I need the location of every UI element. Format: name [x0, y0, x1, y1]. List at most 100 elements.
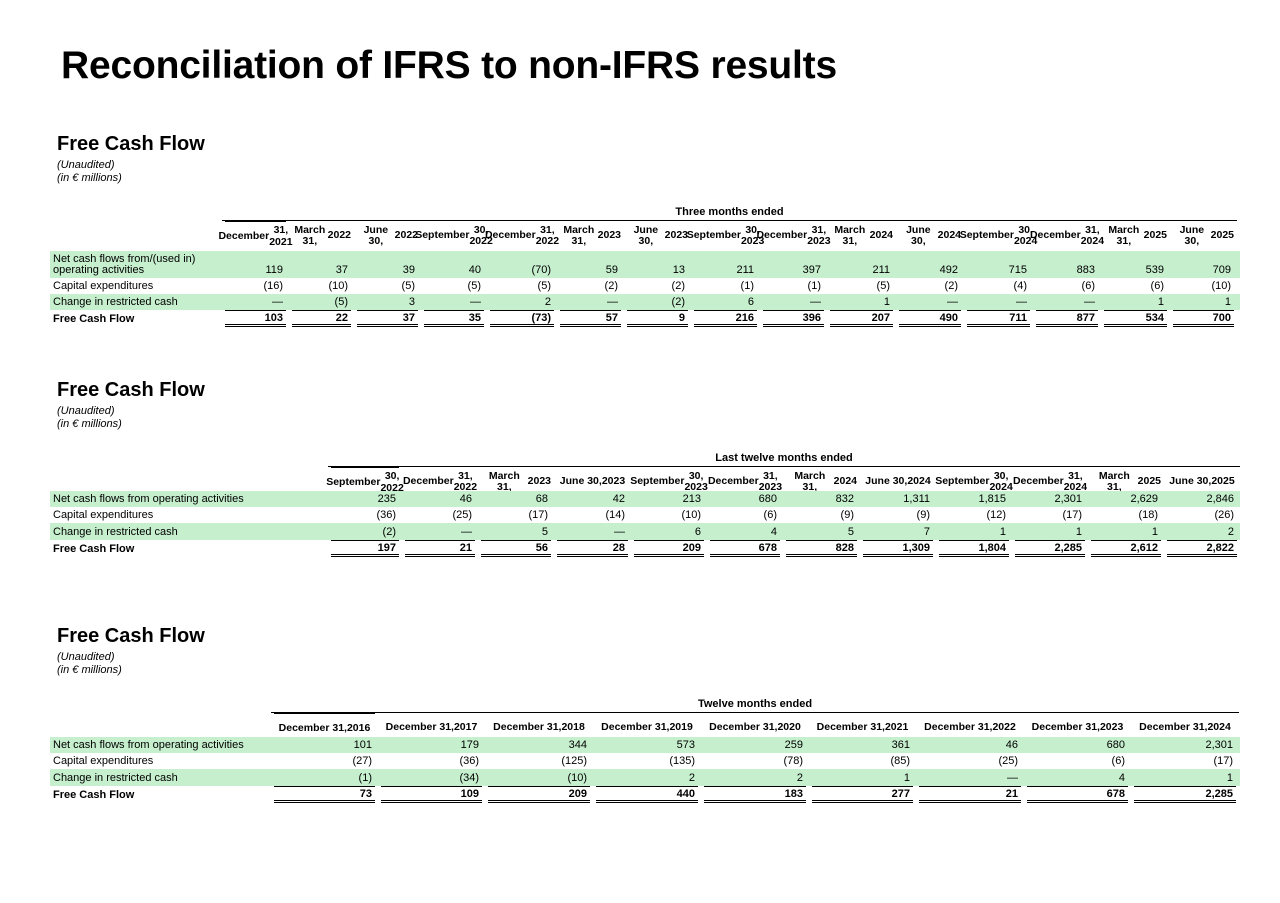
value-cell: 37 — [357, 310, 418, 327]
value-cell: 209 — [488, 786, 590, 803]
value-cell: 715 — [1008, 264, 1027, 276]
column-header: June 30, 2023 — [627, 221, 688, 251]
column-header-line: March 31, — [1098, 469, 1130, 493]
column-header-line: June 30, — [1179, 223, 1205, 247]
column-header-line: 31, 2023 — [807, 223, 831, 247]
value-cell: 59 — [605, 264, 618, 276]
value-cell: 397 — [802, 264, 821, 276]
value-cell: 680 — [1106, 739, 1125, 751]
column-header: March 31, 2024 — [830, 221, 893, 251]
value-cell: 28 — [557, 540, 628, 557]
value-cell: 2,301 — [1205, 739, 1233, 751]
value-cell: (10) — [567, 771, 587, 784]
column-header-line: 2016 — [346, 721, 371, 734]
column-header-line: September — [630, 475, 685, 488]
column-header: December 31, 2024 — [1134, 713, 1236, 743]
value-cell: 2,612 — [1091, 540, 1161, 557]
row-label-line: Net cash flows from/(used in) — [53, 253, 196, 265]
value-cell: — — [272, 296, 283, 308]
value-cell: 1 — [999, 525, 1006, 538]
value-cell: 35 — [424, 310, 484, 327]
value-cell: 700 — [1173, 310, 1234, 327]
column-header: December 31, 2022 — [485, 221, 559, 251]
row-label: Capital expenditures — [53, 755, 154, 767]
column-header: December 31, 2021 — [218, 221, 293, 251]
row-label: Change in restricted cash — [53, 771, 178, 784]
column-header-line: June 30, — [559, 475, 602, 488]
column-header-line: June 30, — [906, 223, 931, 247]
value-cell: 21 — [405, 540, 475, 557]
column-header: December 31, 2023 — [756, 221, 830, 251]
value-cell: 46 — [459, 493, 472, 505]
row-label: Net cash flows from operating activities — [53, 493, 244, 505]
value-cell: 7 — [923, 525, 930, 538]
value-cell: — — [1007, 771, 1018, 784]
value-cell: (18) — [1138, 509, 1158, 521]
table-row: Capital expenditures (16) (10) (5) (5) (5) (2)… — [50, 278, 1240, 294]
value-cell: (73) — [490, 310, 554, 327]
units-note: (in € millions) — [57, 418, 122, 430]
value-cell: 361 — [891, 739, 910, 751]
column-header: September 30, 2024 — [960, 221, 1038, 251]
column-header-line: March 31, — [794, 469, 826, 493]
value-cell: 1 — [1075, 525, 1082, 538]
value-cell: 40 — [468, 264, 481, 276]
column-header-row: December 31, 2021 March 31, 2022 June 30, 202… — [50, 221, 1240, 251]
value-cell: (25) — [998, 755, 1018, 767]
value-cell: 709 — [1212, 264, 1231, 276]
value-cell: 680 — [758, 493, 777, 505]
column-header-line: 2023 — [601, 475, 626, 488]
value-cell: (17) — [1213, 755, 1233, 767]
value-cell: 490 — [899, 310, 961, 327]
column-header: September 30, 2023 — [630, 467, 708, 497]
value-cell: 2,301 — [1054, 493, 1082, 505]
column-header-line: 30, 2023 — [684, 469, 708, 493]
column-header: December 31, 2024 — [1013, 467, 1087, 497]
column-header: December 31, 2023 — [707, 467, 782, 497]
unaudited-note: (Unaudited) — [57, 651, 115, 663]
column-header: December 31, 2024 — [1030, 221, 1104, 251]
value-cell: 396 — [763, 310, 824, 327]
value-cell: (36) — [376, 509, 396, 521]
column-header-line: 30, 2023 — [740, 223, 765, 247]
column-header-line: 31, 2022 — [453, 469, 478, 493]
value-cell: 1 — [1224, 296, 1231, 308]
page-title: Reconciliation of IFRS to non-IFRS resul… — [61, 44, 837, 87]
value-cell: — — [1084, 296, 1095, 308]
value-cell: 492 — [939, 264, 958, 276]
value-cell: 539 — [1145, 264, 1164, 276]
value-cell: (10) — [681, 509, 701, 521]
value-cell: (14) — [605, 509, 625, 521]
column-header-line: 2021 — [884, 721, 909, 734]
value-cell: (10) — [1211, 280, 1231, 292]
value-cell: 213 — [682, 493, 701, 505]
column-header: December 31, 2022 — [919, 713, 1021, 743]
value-cell: (135) — [669, 755, 695, 767]
column-header: June 30, 2023 — [557, 467, 628, 497]
column-header-line: December 31, — [1031, 721, 1100, 734]
value-cell: (2) — [671, 280, 685, 292]
value-cell: 2,846 — [1206, 493, 1234, 505]
value-cell: 1 — [1226, 771, 1233, 784]
value-cell: (27) — [352, 755, 372, 767]
row-label: Net cash flows from operating activities — [53, 739, 244, 751]
value-cell: 678 — [1027, 786, 1128, 803]
value-cell: 828 — [786, 540, 857, 557]
value-cell: 2 — [1227, 525, 1234, 538]
value-cell: 5 — [847, 525, 854, 538]
value-cell: 209 — [634, 540, 704, 557]
column-header: December 31, 2021 — [812, 713, 913, 743]
value-cell: (5) — [876, 280, 890, 292]
value-cell: 2 — [796, 771, 803, 784]
column-header: September 30, 2022 — [326, 467, 404, 497]
column-header-line: December — [707, 475, 759, 488]
value-cell: 1,804 — [939, 540, 1009, 557]
column-header-line: 2024 — [907, 475, 931, 488]
value-cell: 2,822 — [1167, 540, 1237, 557]
value-cell: (34) — [459, 771, 479, 784]
column-header-line: 2022 — [992, 721, 1016, 734]
column-header-line: 2023 — [1099, 721, 1124, 734]
column-header: March 31, 2025 — [1104, 221, 1167, 251]
column-header-line: 2023 — [527, 475, 551, 488]
period-label: Last twelve months ended — [328, 451, 1240, 467]
